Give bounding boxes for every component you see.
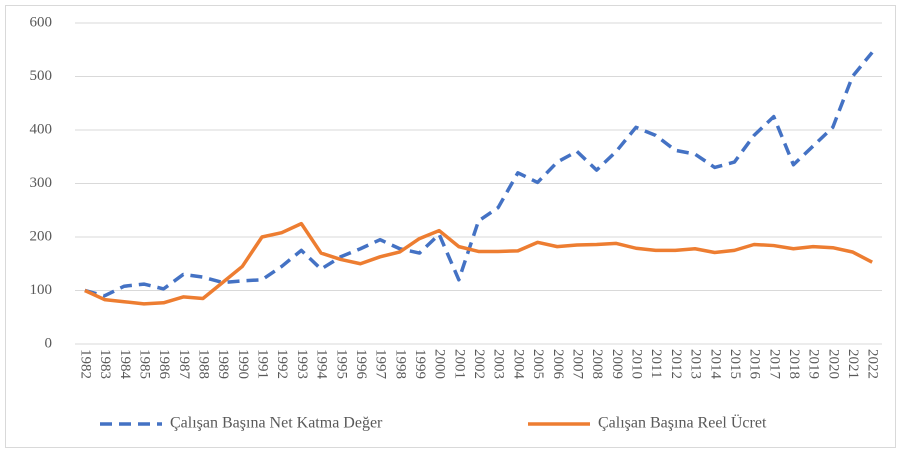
x-tick-label: 1991 [255, 349, 271, 379]
x-tick-label: 2001 [451, 349, 467, 379]
x-tick-label: 1994 [314, 349, 330, 380]
line-series [84, 51, 874, 298]
x-tick-label: 2006 [550, 349, 566, 380]
x-tick-label: 1997 [373, 349, 389, 380]
x-tick-label: 2019 [806, 349, 822, 379]
x-tick-label: 2000 [432, 349, 448, 379]
x-tick-label: 2018 [786, 349, 802, 379]
y-tick-label: 100 [30, 282, 53, 298]
x-tick-label: 2020 [825, 349, 841, 379]
x-tick-label: 2005 [530, 349, 546, 379]
x-tick-label: 2016 [747, 349, 763, 380]
x-tick-label: 2003 [491, 349, 507, 379]
x-tick-label: 2008 [589, 349, 605, 379]
legend-label: Çalışan Başına Reel Ücret [598, 414, 767, 432]
x-tick-label: 1999 [412, 349, 428, 379]
x-tick-label: 1982 [77, 349, 93, 379]
x-tick-label: 1993 [294, 349, 310, 379]
x-tick-label: 1989 [215, 349, 231, 379]
x-tick-label: 2011 [648, 349, 664, 378]
x-tick-label: 1998 [392, 349, 408, 379]
x-tick-label: 2012 [668, 349, 684, 379]
x-tick-label: 2009 [609, 349, 625, 379]
x-tick-label: 1996 [353, 349, 369, 380]
x-tick-label: 2007 [569, 349, 585, 380]
x-tick-label: 2013 [688, 349, 704, 379]
x-tick-label: 2002 [471, 349, 487, 379]
x-tick-label: 2004 [510, 349, 526, 380]
x-tick-label: 1986 [156, 349, 172, 380]
x-tick-label: 1987 [176, 349, 192, 380]
x-tick-label: 1995 [333, 349, 349, 379]
x-tick-label: 1983 [97, 349, 113, 379]
y-tick-label: 400 [30, 121, 53, 137]
x-tick-label: 2015 [727, 349, 743, 379]
x-tick-label: 1990 [235, 349, 251, 379]
x-tick-label: 2017 [766, 349, 782, 380]
x-tick-label: 1988 [196, 349, 212, 379]
y-tick-label: 0 [45, 335, 53, 351]
x-tick-label: 1985 [136, 349, 152, 379]
line-series [84, 221, 873, 306]
legend-label: Çalışan Başına Net Katma Değer [170, 415, 383, 432]
x-tick-label: 2022 [865, 349, 881, 379]
chart-border [5, 5, 896, 448]
x-tick-label: 2010 [629, 349, 645, 379]
legend: Çalışan Başına Net Katma Değer Çalışan Ba… [100, 414, 767, 432]
x-tick-label: 2014 [707, 349, 723, 380]
y-tick-label: 300 [30, 175, 53, 191]
x-tick-label: 1984 [117, 349, 133, 380]
x-tick-label: 2021 [845, 349, 861, 379]
y-tick-label: 600 [30, 14, 53, 30]
y-tick-label: 200 [30, 228, 53, 244]
y-tick-label: 500 [30, 68, 53, 84]
x-tick-label: 1992 [274, 349, 290, 379]
